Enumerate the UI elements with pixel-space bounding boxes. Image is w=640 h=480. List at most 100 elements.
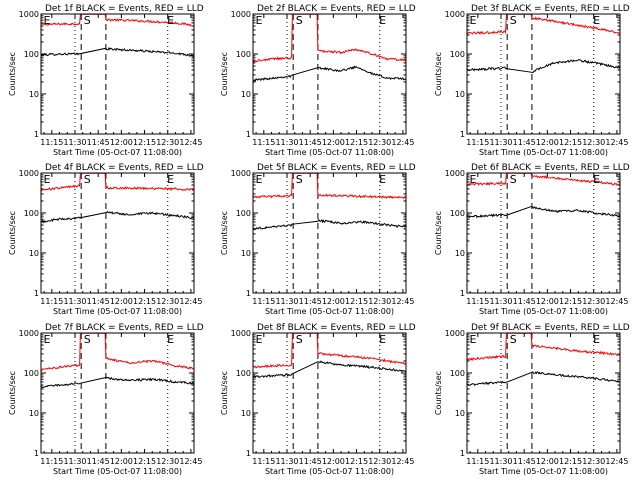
- plot-frame: [40, 332, 195, 454]
- x-tick-label: 11:15: [466, 457, 489, 466]
- x-axis-label: Start Time (05-Oct-07 11:08:00): [479, 307, 608, 316]
- x-tick-label: 12:15: [559, 138, 582, 147]
- x-axis-label: Start Time (05-Oct-07 11:08:00): [479, 148, 608, 157]
- x-axis-label: Start Time (05-Oct-07 11:08:00): [53, 148, 182, 157]
- x-tick-label: 12:00: [536, 138, 559, 147]
- events-series-line: [40, 46, 195, 58]
- y-tick-label: 100: [450, 209, 465, 218]
- y-tick-label: 1000: [445, 169, 465, 178]
- x-axis-label: Start Time (05-Oct-07 11:08:00): [265, 307, 394, 316]
- x-tick-label: 11:30: [275, 297, 298, 306]
- y-axis-label: Counts/sec: [8, 211, 17, 255]
- lld-series-line: [466, 332, 621, 362]
- events-series-line: [40, 210, 195, 224]
- marker-label-s: S: [510, 333, 517, 346]
- y-tick-label: 10: [241, 90, 251, 99]
- x-tick-label: 12:30: [582, 457, 605, 466]
- marker-label-e: E: [256, 333, 263, 346]
- marker-label-e: E: [379, 333, 386, 346]
- x-tick-label: 11:30: [275, 138, 298, 147]
- y-tick-label: 1000: [19, 10, 39, 19]
- marker-label-s: S: [84, 14, 91, 27]
- marker-label-e: E: [470, 333, 477, 346]
- x-tick-label: 12:15: [345, 297, 368, 306]
- y-tick-label: 10: [455, 90, 465, 99]
- y-tick-label: 10: [455, 249, 465, 258]
- y-axis-label: Counts/sec: [8, 52, 17, 96]
- y-tick-label: 1: [460, 130, 465, 139]
- y-tick-label: 10: [241, 249, 251, 258]
- y-axis-label: Counts/sec: [8, 371, 17, 415]
- x-tick-label: 11:45: [87, 138, 110, 147]
- x-tick-label: 12:45: [179, 457, 202, 466]
- detector-panel-3: Det 3f BLACK = Events, RED = LLD 11:15 11:…: [434, 4, 630, 157]
- events-series-line: [466, 205, 621, 219]
- x-tick-label: 12:45: [605, 457, 628, 466]
- x-tick-label: 12:15: [559, 297, 582, 306]
- y-tick-label: 1: [246, 130, 251, 139]
- marker-label-e: E: [379, 173, 386, 186]
- lld-series-line: [252, 13, 407, 63]
- x-tick-label: 12:45: [391, 457, 414, 466]
- marker-label-e: E: [44, 173, 51, 186]
- panel-title: Det 2f BLACK = Events, RED = LLD: [257, 4, 416, 14]
- x-tick-label: 11:15: [252, 457, 275, 466]
- plot-frame: [40, 172, 195, 294]
- y-axis-label: Counts/sec: [434, 52, 443, 96]
- x-tick-label: 12:30: [156, 457, 179, 466]
- x-tick-label: 12:00: [110, 457, 133, 466]
- x-tick-label: 12:00: [536, 457, 559, 466]
- x-tick-label: 12:30: [582, 297, 605, 306]
- x-axis-label: Start Time (05-Oct-07 11:08:00): [479, 467, 608, 476]
- y-tick-label: 1000: [231, 169, 251, 178]
- x-tick-label: 11:45: [299, 457, 322, 466]
- events-series-line: [252, 360, 407, 379]
- x-tick-label: 12:15: [133, 138, 156, 147]
- events-series-line: [253, 218, 407, 231]
- panel-title: Det 5f BLACK = Events, RED = LLD: [257, 163, 416, 173]
- marker-label-e: E: [470, 14, 477, 27]
- lld-series-line: [467, 13, 621, 35]
- lld-series-line: [466, 172, 621, 187]
- y-axis-label: Counts/sec: [434, 211, 443, 255]
- x-tick-label: 12:45: [391, 138, 414, 147]
- y-tick-label: 1: [34, 449, 39, 458]
- x-tick-label: 11:45: [87, 297, 110, 306]
- x-tick-label: 11:30: [275, 457, 298, 466]
- x-tick-label: 11:30: [63, 457, 86, 466]
- plot-frame: [466, 13, 621, 135]
- x-axis-label: Start Time (05-Oct-07 11:08:00): [53, 307, 182, 316]
- y-tick-label: 1000: [19, 169, 39, 178]
- y-tick-label: 100: [24, 50, 39, 59]
- x-tick-label: 12:45: [605, 297, 628, 306]
- panel-title: Det 3f BLACK = Events, RED = LLD: [471, 4, 630, 14]
- y-tick-label: 10: [29, 90, 39, 99]
- plot-frame: [466, 332, 621, 454]
- x-tick-label: 12:15: [559, 457, 582, 466]
- y-axis-label: Counts/sec: [220, 371, 229, 415]
- x-tick-label: 11:15: [40, 138, 63, 147]
- plot-frame: [466, 172, 621, 294]
- x-tick-label: 11:30: [489, 138, 512, 147]
- x-tick-label: 12:15: [345, 138, 368, 147]
- marker-label-e: E: [593, 173, 600, 186]
- marker-label-s: S: [510, 14, 517, 27]
- lld-series-line: [252, 332, 407, 369]
- panel-title: Det 8f BLACK = Events, RED = LLD: [257, 323, 416, 333]
- lld-series-line: [40, 332, 195, 372]
- x-tick-label: 11:45: [513, 457, 536, 466]
- x-tick-label: 11:45: [299, 297, 322, 306]
- panel-title: Det 7f BLACK = Events, RED = LLD: [45, 323, 204, 333]
- marker-label-s: S: [84, 333, 91, 346]
- x-tick-label: 12:00: [110, 138, 133, 147]
- y-tick-label: 100: [450, 369, 465, 378]
- y-axis-label: Counts/sec: [220, 211, 229, 255]
- x-tick-label: 12:00: [322, 457, 345, 466]
- x-tick-label: 11:15: [466, 138, 489, 147]
- x-tick-label: 11:30: [63, 297, 86, 306]
- x-tick-label: 11:15: [252, 138, 275, 147]
